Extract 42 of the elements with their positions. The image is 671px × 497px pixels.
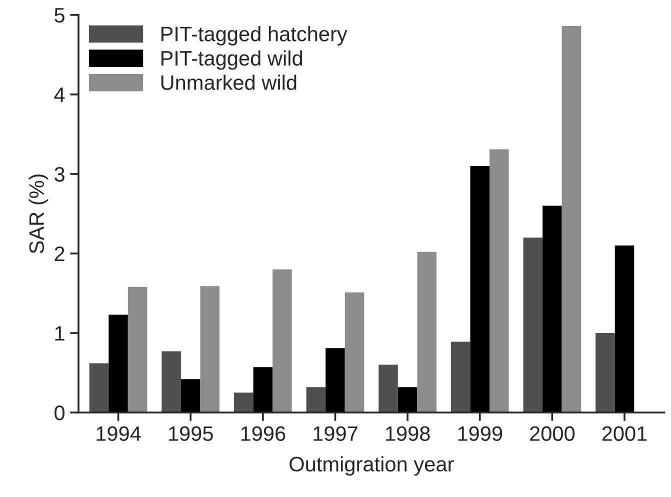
bar — [378, 364, 398, 413]
bar — [234, 392, 254, 413]
x-axis-title: Outmigration year — [290, 456, 454, 476]
y-tick-label: 1 — [55, 326, 64, 341]
bar — [180, 379, 200, 413]
x-tick-label: 2000 — [530, 426, 575, 442]
bar — [89, 363, 109, 413]
bar — [272, 269, 292, 413]
y-tick-label: 5 — [54, 8, 64, 23]
bar — [253, 367, 273, 413]
bar — [596, 332, 615, 413]
x-tick-label: 1996 — [241, 426, 286, 442]
bar — [450, 342, 470, 413]
bar — [398, 387, 418, 413]
y-tick-label: 0 — [54, 406, 64, 420]
bar — [344, 292, 364, 413]
x-tick-label: 1999 — [458, 426, 502, 442]
bar — [523, 238, 543, 413]
bar — [470, 166, 490, 413]
bar — [490, 149, 509, 413]
bar — [542, 206, 562, 413]
bar — [562, 26, 582, 413]
bar — [162, 351, 181, 413]
y-tick-label: 4 — [54, 88, 65, 102]
bar — [417, 252, 436, 413]
y-tick-label: 2 — [54, 246, 64, 262]
x-tick-label: 1995 — [169, 426, 213, 442]
x-tick-label: 1997 — [314, 426, 358, 442]
bar — [128, 286, 148, 413]
legend-label: PIT-tagged wild — [161, 50, 302, 70]
bar — [614, 246, 634, 413]
bar — [326, 348, 345, 413]
bar — [108, 314, 128, 413]
x-tick-label: 1994 — [96, 426, 141, 442]
x-tick-label: 1998 — [386, 426, 430, 442]
legend-label: Unmarked wild — [161, 74, 296, 90]
legend-label: PIT-tagged hatchery — [161, 26, 348, 46]
bar — [200, 286, 220, 413]
y-axis-title: SAR (%) — [28, 174, 48, 254]
y-tick-label: 3 — [54, 166, 64, 182]
x-tick-label: 2001 — [602, 426, 647, 442]
bar — [306, 387, 326, 413]
